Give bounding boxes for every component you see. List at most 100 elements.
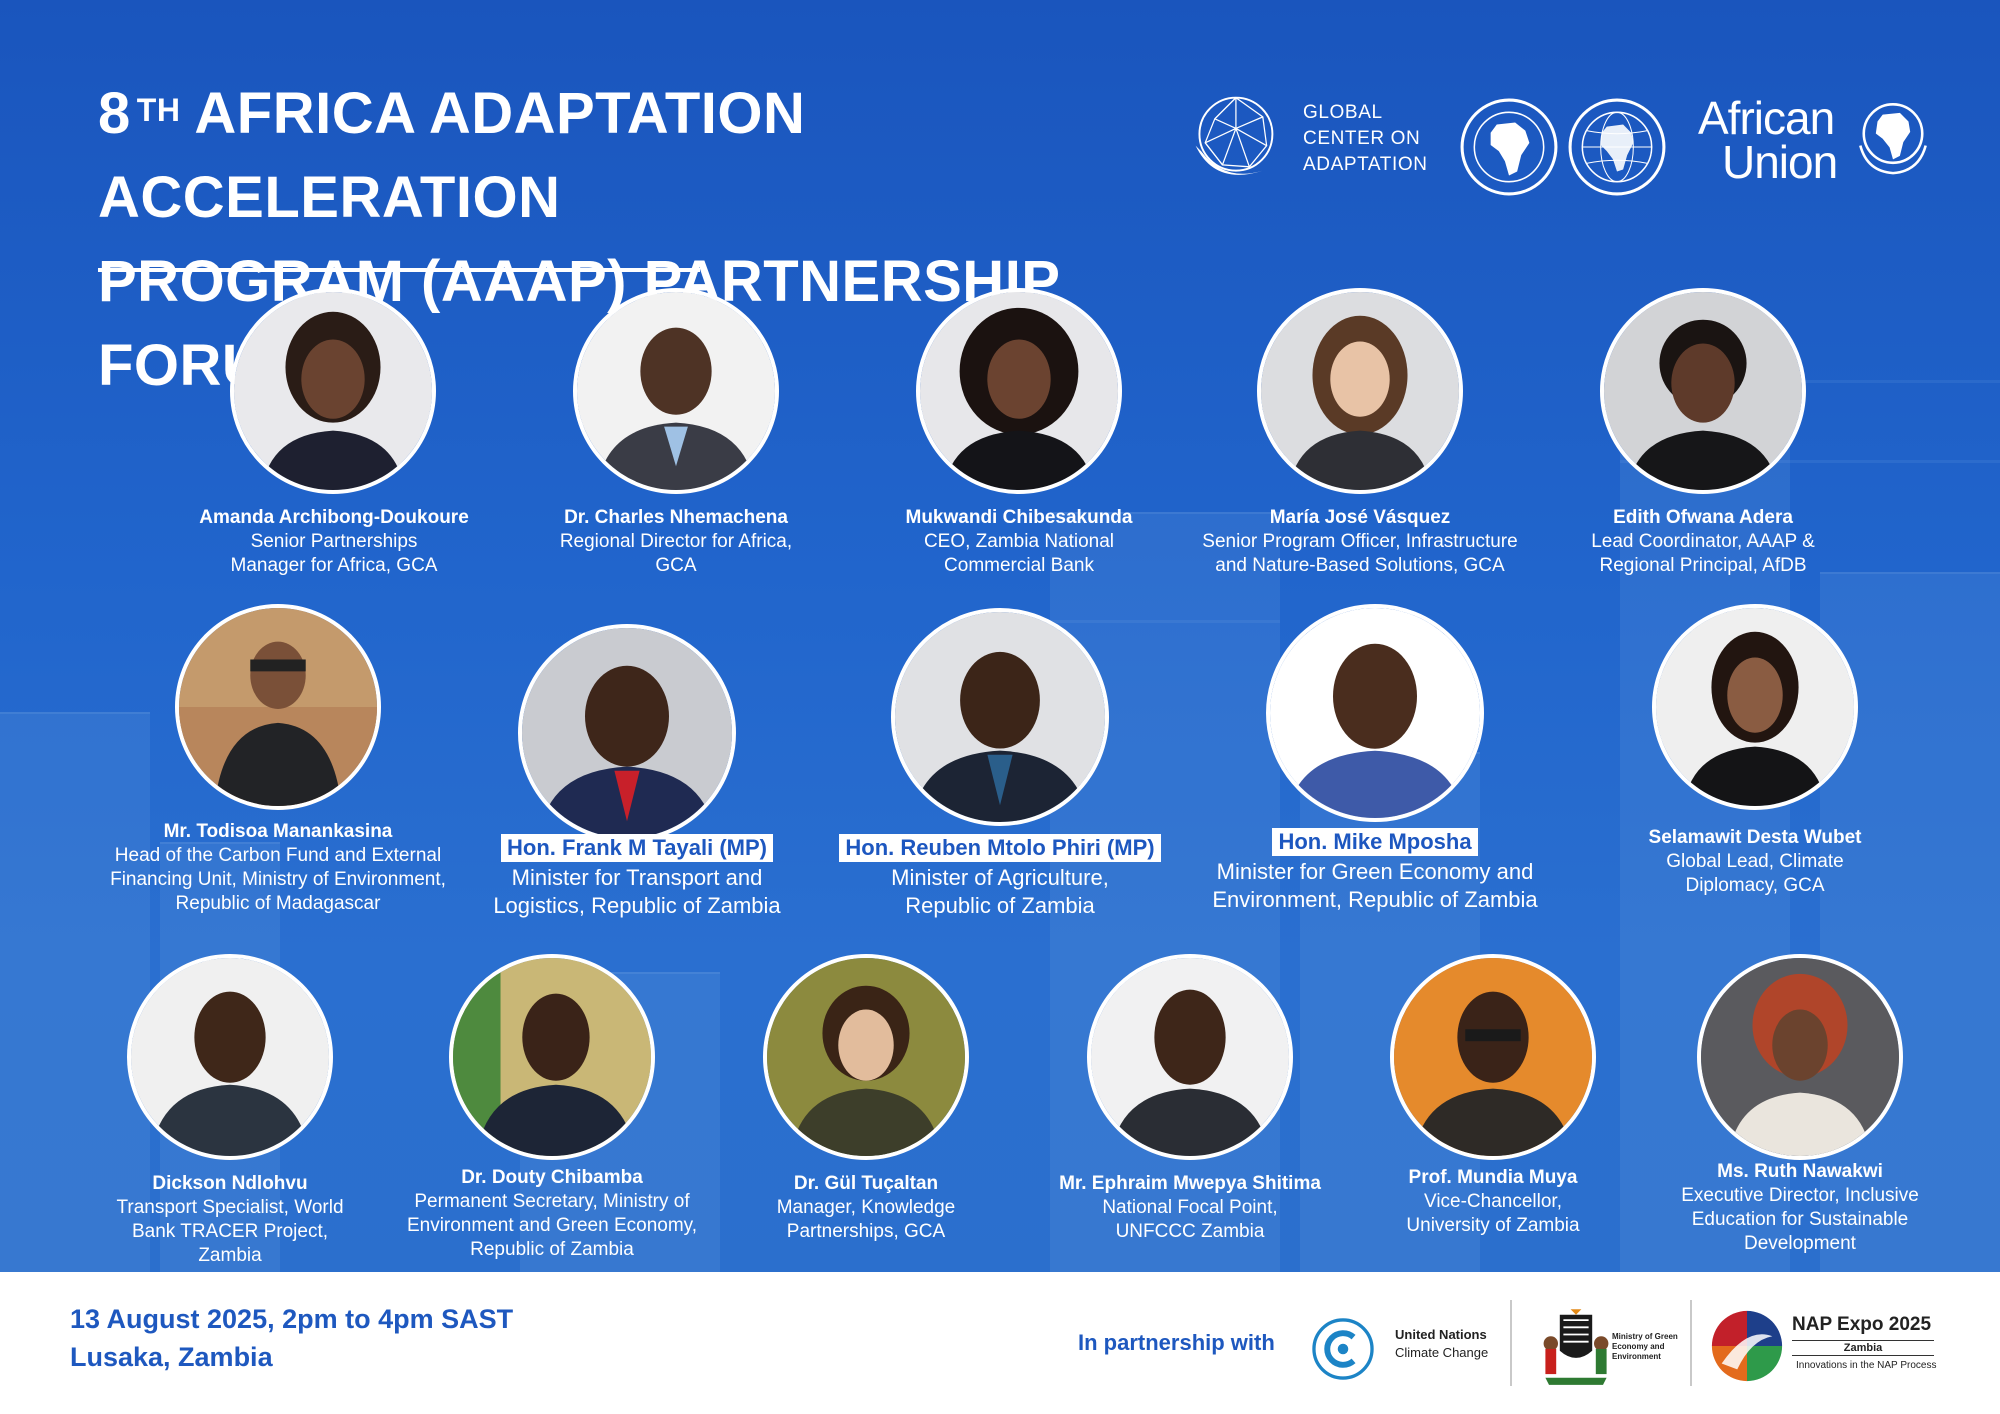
speaker-role: Regional Director for Africa, GCA [559,531,793,576]
speaker-name: Prof. Mundia Muya [1408,1167,1578,1188]
bg-line [1050,620,1280,623]
african-union-emblem-icon [1859,103,1927,175]
speaker-role: Transport Specialist, World Bank TRACER … [116,1197,344,1266]
speaker-photo [449,954,655,1160]
speaker-card: Dr. Douty Chibamba Permanent Secretary, … [352,1166,752,1262]
speaker-name: Dr. Charles Nhemachena [564,507,788,528]
speaker-card-highlight: Hon. Frank M Tayali (MP) Minister for Tr… [437,834,837,920]
event-date-location: 13 August 2025, 2pm to 4pm SAST Lusaka, … [70,1300,513,1376]
afdb-bank-seal-icon [1460,98,1558,196]
speaker-role: Minister of Agriculture, Republic of Zam… [891,865,1109,918]
speaker-role: Lead Coordinator, AAAP & Regional Princi… [1591,531,1815,576]
speaker-role: CEO, Zambia National Commercial Bank [923,531,1115,576]
speaker-role: Minister for Transport and Logistics, Re… [493,865,781,918]
speaker-name: Hon. Frank M Tayali (MP) [501,834,773,862]
speaker-name: Edith Ofwana Adera [1613,507,1793,528]
speaker-role: Manager, Knowledge Partnerships, GCA [776,1197,956,1242]
speaker-card: Mukwandi Chibesakunda CEO, Zambia Nation… [819,506,1219,578]
ministry-line: Environment [1612,1352,1661,1361]
speaker-name: Hon. Reuben Mtolo Phiri (MP) [839,834,1161,862]
zambia-ministry-wordmark: Ministry of Green Economy and Environmen… [1612,1332,1678,1362]
afdb-fund-seal-icon [1568,98,1666,196]
speaker-card: Dr. Charles Nhemachena Regional Director… [481,506,871,578]
speaker-photo [1087,954,1293,1160]
unfccc-line: Climate Change [1395,1345,1489,1360]
speaker-name: Dr. Douty Chibamba [461,1167,643,1188]
gca-wordmark: GLOBAL CENTER ON ADAPTATION [1303,100,1428,178]
speaker-card: Prof. Mundia Muya Vice-Chancellor, Unive… [1293,1166,1693,1238]
speaker-card: Amanda Archibong-Doukoure Senior Partner… [139,506,529,578]
title-ordinal-suffix: TH [136,92,181,128]
speaker-card-highlight: Hon. Mike Mposha Minister for Green Econ… [1170,828,1580,914]
nap-expo-title: NAP Expo 2025 [1792,1314,1932,1335]
speaker-photo [1390,954,1596,1160]
speaker-role: Senior Partnerships Manager for Africa, … [230,531,438,576]
speaker-name: Selamawit Desta Wubet [1648,827,1862,848]
ministry-line: Economy and [1612,1342,1665,1351]
title-ordinal: 8 [98,81,131,146]
gca-line: CENTER ON [1303,128,1421,149]
speaker-photo [1652,604,1858,810]
speaker-photo [175,604,381,810]
speaker-card: Dr. Gül Tuçaltan Manager, Knowledge Part… [666,1172,1066,1244]
nap-expo-country: Zambia [1792,1340,1934,1356]
speaker-card: Mr. Ephraim Mwepya Shitima National Foca… [990,1172,1390,1244]
gca-globe-icon [1195,96,1274,175]
speaker-photo [230,288,436,494]
speaker-name: Mr. Ephraim Mwepya Shitima [1059,1173,1321,1194]
divider [1690,1300,1692,1386]
speaker-photo [573,288,779,494]
page-title: 8 TH AFRICA ADAPTATION ACCELERATION PROGRA… [98,72,1158,408]
gca-line: GLOBAL [1303,102,1383,123]
speaker-card: Ms. Ruth Nawakwi Executive Director, Inc… [1600,1160,2000,1256]
title-underline [98,268,700,272]
speaker-photo [1266,604,1484,822]
bg-line [1620,380,2000,383]
speaker-role: Senior Program Officer, Infrastructure a… [1202,531,1518,576]
bg-building [0,712,150,1272]
bg-line [1620,460,2000,463]
partnership-label: In partnership with [1078,1330,1275,1355]
event-date: 13 August 2025, 2pm to 4pm SAST [70,1304,514,1334]
gca-line: ADAPTATION [1303,154,1428,175]
speaker-role: National Focal Point, UNFCCC Zambia [1102,1197,1278,1242]
speaker-photo [127,954,333,1160]
speaker-role: Permanent Secretary, Ministry of Environ… [406,1191,698,1260]
speaker-photo [518,624,736,842]
speaker-name: Dr. Gül Tuçaltan [793,1173,939,1194]
speaker-photo [1697,954,1903,1160]
flyer-main-area: 8 TH AFRICA ADAPTATION ACCELERATION PROGRA… [0,0,2000,1272]
speaker-name: Amanda Archibong-Doukoure [199,507,469,528]
speaker-photo [916,288,1122,494]
speaker-name: Dickson Ndlohvu [152,1173,308,1194]
zambia-coat-of-arms-icon [1543,1309,1609,1385]
au-line: Union [1722,136,1838,188]
speaker-role: Minister for Green Economy and Environme… [1212,859,1538,912]
speaker-card: Edith Ofwana Adera Lead Coordinator, AAA… [1508,506,1898,578]
speaker-role: Head of the Carbon Fund and External Fin… [110,845,446,914]
african-union-wordmark: African Union [1698,92,1838,188]
divider [1510,1300,1512,1386]
title-line1: AFRICA ADAPTATION ACCELERATION [98,81,806,230]
speaker-role: Vice-Chancellor, University of Zambia [1406,1191,1580,1236]
speaker-name: Ms. Ruth Nawakwi [1717,1161,1883,1182]
speaker-card: Selamawit Desta Wubet Global Lead, Clima… [1560,826,1950,898]
speaker-photo [763,954,969,1160]
speaker-role: Executive Director, Inclusive Education … [1681,1185,1919,1254]
footer-bar: 13 August 2025, 2pm to 4pm SAST Lusaka, … [0,1272,2000,1414]
au-line: African [1698,92,1835,144]
speaker-card-highlight: Hon. Reuben Mtolo Phiri (MP) Minister of… [800,834,1200,920]
nap-expo-tagline: Innovations in the NAP Process [1796,1360,1937,1371]
event-location: Lusaka, Zambia [70,1342,273,1372]
unfccc-line: United Nations [1395,1327,1487,1342]
speaker-role: Global Lead, Climate Diplomacy, GCA [1666,851,1844,896]
speaker-name: Mukwandi Chibesakunda [905,507,1133,528]
speaker-name: María José Vásquez [1269,507,1451,528]
speaker-card: Mr. Todisoa Manankasina Head of the Carb… [78,820,478,916]
speaker-card: Dickson Ndlohvu Transport Specialist, Wo… [30,1172,430,1268]
speaker-name: Hon. Mike Mposha [1272,828,1478,856]
speaker-card: María José Vásquez Senior Program Office… [1150,506,1570,578]
ministry-line: Ministry of Green [1612,1332,1678,1341]
unfccc-wordmark: United Nations Climate Change [1395,1326,1488,1362]
speaker-photo [891,608,1109,826]
